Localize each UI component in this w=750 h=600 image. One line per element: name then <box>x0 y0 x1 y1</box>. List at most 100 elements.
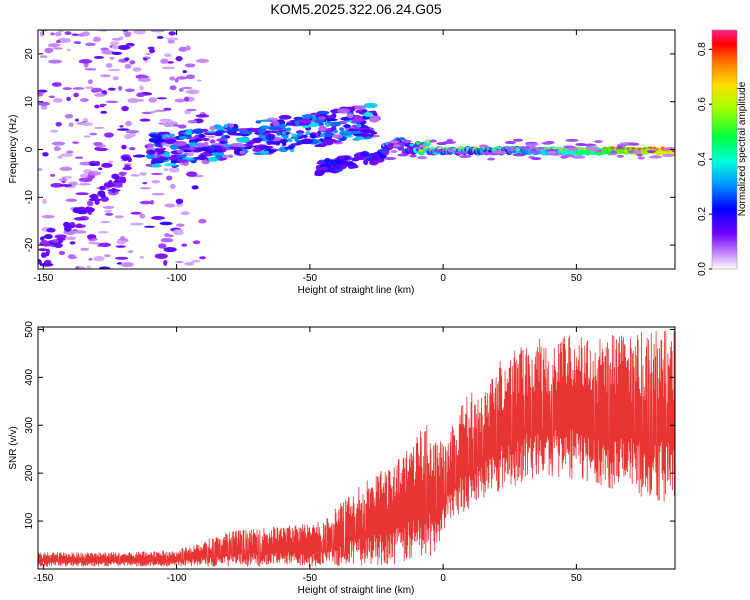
spectrogram-cell <box>173 229 184 232</box>
spectrogram-y-ticks: -20 -10 0 10 20 <box>24 48 675 252</box>
spectrogram-cell <box>339 164 347 170</box>
spectrogram-cell <box>198 133 205 139</box>
spectrogram-cell <box>169 183 176 189</box>
spectrogram-cell <box>354 105 367 110</box>
spectrogram-cell <box>191 185 199 190</box>
spectrogram-cell <box>129 60 136 65</box>
spectrogram-cell <box>92 39 101 42</box>
spectrogram-cell <box>150 172 164 175</box>
spectrogram-cell <box>223 144 233 148</box>
spectrogram-cell <box>416 156 428 160</box>
spectrogram-cell <box>359 129 374 134</box>
spectrogram-cell <box>43 234 53 240</box>
spectrogram-cell <box>174 98 186 103</box>
colorbar: 0.0 0.2 0.4 0.6 0.8 Normalized spectral ampl… <box>697 29 748 276</box>
spectrogram-cell <box>163 107 172 111</box>
colorbar-tick-label: 0.8 <box>697 42 708 56</box>
spectrogram-cell <box>324 118 338 122</box>
snr-line-segment <box>175 524 315 567</box>
spectrogram-x-ticks: -150 -100 -50 0 50 <box>33 30 582 284</box>
spectrogram-cell <box>180 86 193 89</box>
spectrogram-cell <box>85 42 96 47</box>
y-tick-label: 200 <box>24 464 35 481</box>
spectrogram-cell <box>300 138 313 145</box>
spectrogram-cell <box>41 214 55 219</box>
spectrogram-cell <box>89 163 98 167</box>
spectrogram-cell <box>577 155 585 159</box>
spectrogram-cell <box>50 182 64 188</box>
spectrogram-cell <box>504 141 517 145</box>
spectrogram-cell <box>182 150 193 153</box>
spectrogram-cell <box>298 123 310 126</box>
spectrogram-cell <box>73 41 82 45</box>
spectrogram-cell <box>432 149 447 153</box>
spectrogram-cell <box>175 260 184 264</box>
spectrogram-cell <box>108 160 114 164</box>
spectrogram-cell <box>257 128 266 134</box>
spectrogram-cell <box>130 211 142 215</box>
spectrogram-cell <box>184 261 195 266</box>
spectrogram-cell <box>328 121 341 127</box>
spectrogram-cell <box>365 136 373 139</box>
spectrogram-cell <box>58 250 66 256</box>
spectrogram-cell <box>39 236 45 241</box>
spectrogram-cell <box>64 31 72 36</box>
spectrogram-cell <box>363 159 369 166</box>
spectrogram-cell <box>124 32 131 38</box>
spectrogram-cell <box>132 67 142 72</box>
spectrogram-cell <box>186 171 198 177</box>
spectrogram-cell <box>343 124 351 129</box>
spectrogram-cell <box>139 75 150 79</box>
spectrogram-cell <box>176 76 188 80</box>
spectrogram-cell <box>197 154 207 161</box>
spectrogram-cell <box>336 155 347 160</box>
spectrogram-cell <box>194 138 203 142</box>
spectrogram-cell <box>143 57 148 61</box>
spectrogram-cell <box>139 187 151 190</box>
spectrogram-cell <box>102 205 115 210</box>
spectrogram-cell <box>343 161 351 166</box>
spectrogram-cell <box>57 155 63 159</box>
spectrogram-cell <box>72 87 85 90</box>
y-tick-label: 500 <box>24 321 35 338</box>
spectrogram-cell <box>169 76 175 81</box>
spectrogram-cell <box>87 200 94 207</box>
spectrogram-cell <box>363 112 374 117</box>
spectrogram-cell <box>192 240 201 245</box>
spectrogram-cell <box>112 76 119 81</box>
spectrogram-cell <box>163 121 174 127</box>
spectrogram-cell <box>93 255 105 262</box>
spectrogram-cell <box>120 262 134 268</box>
spectrogram-cell <box>209 139 216 144</box>
spectrogram-cell <box>646 150 656 154</box>
spectrogram-cell <box>397 153 409 157</box>
spectrogram-cell <box>103 181 115 188</box>
spectrogram-cell <box>335 161 346 165</box>
spectrogram-cell <box>209 125 216 131</box>
spectrogram-cell <box>259 119 273 122</box>
spectrogram-cell <box>111 173 120 180</box>
spectrogram-cell <box>616 154 624 158</box>
spectrogram-cell <box>166 175 173 181</box>
spectrogram-cell <box>157 145 164 148</box>
spectrogram-cell <box>201 137 210 142</box>
spectrogram-cell <box>98 242 111 248</box>
spectrogram-cell <box>226 127 240 133</box>
spectrogram-cell <box>164 53 172 58</box>
spectrogram-cell <box>185 74 195 80</box>
spectrogram-cell <box>593 140 603 144</box>
y-tick-label: 400 <box>24 369 35 386</box>
spectrogram-cell <box>99 193 106 198</box>
spectrogram-cell <box>368 116 380 123</box>
spectrogram-cell <box>139 118 151 122</box>
spectrogram-cell <box>347 128 359 132</box>
y-tick-label: -10 <box>24 190 35 205</box>
spectrogram-cell <box>203 141 209 148</box>
spectrogram-cell <box>216 126 225 131</box>
spectrogram-cell <box>482 151 491 155</box>
spectrogram-cell <box>167 39 175 44</box>
spectrogram-cell <box>197 79 202 82</box>
spectrogram-cell <box>78 182 92 186</box>
spectrogram-cells <box>38 30 675 269</box>
spectrogram-cell <box>148 48 156 54</box>
